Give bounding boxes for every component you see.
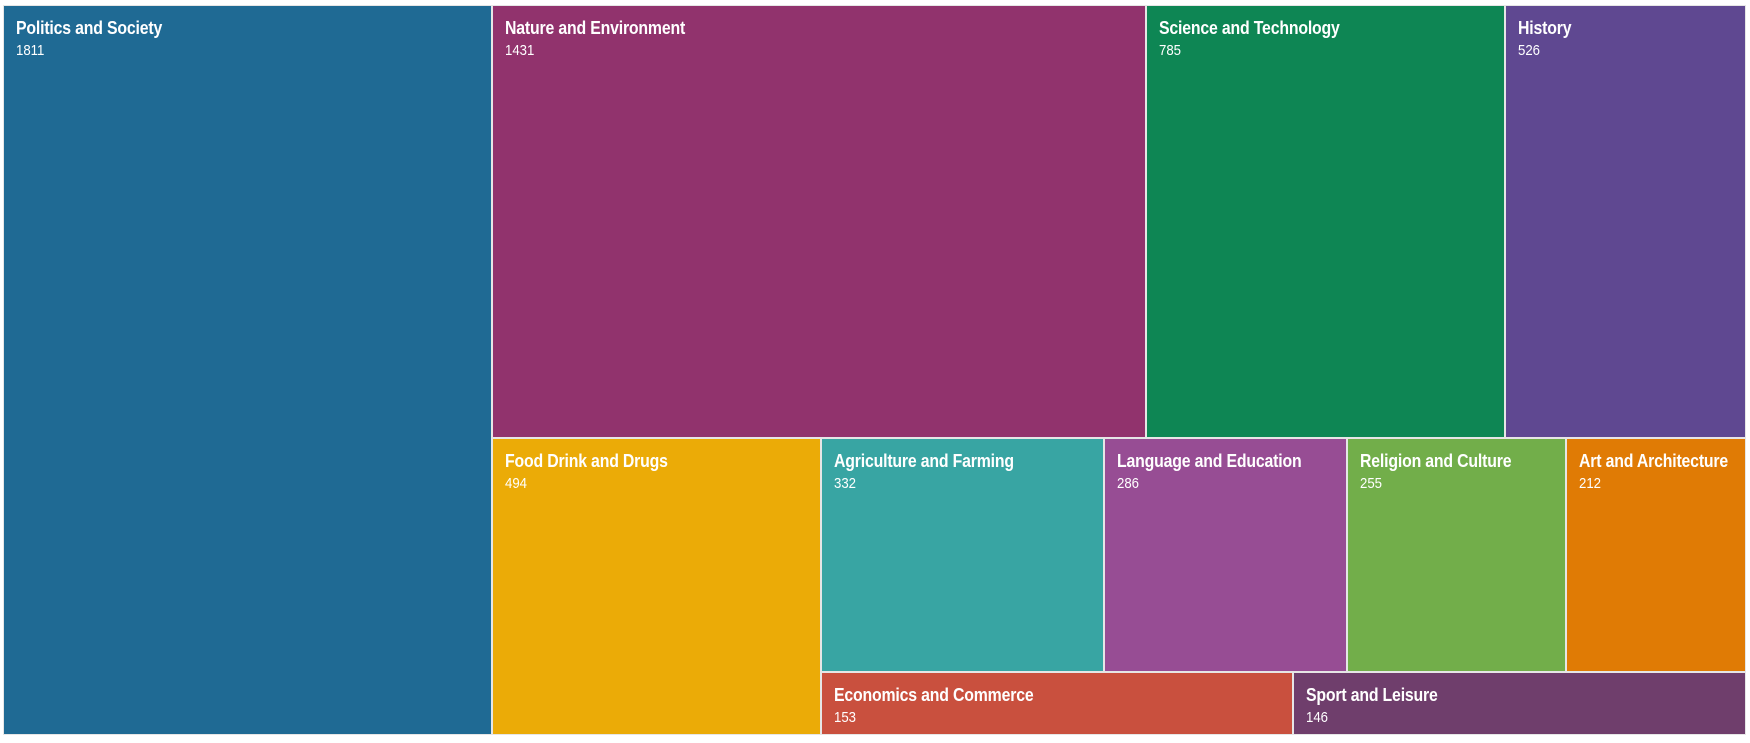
treemap-tile-economics-and-commerce[interactable]: Economics and Commerce 153 — [821, 672, 1293, 735]
tile-label: Language and Education — [1117, 451, 1302, 471]
tile-label: Economics and Commerce — [834, 685, 1034, 705]
treemap-tile-nature-and-environment[interactable]: Nature and Environment 1431 — [492, 5, 1146, 438]
tile-value: 1811 — [16, 42, 45, 59]
treemap-tile-politics-and-society[interactable]: Politics and Society 1811 — [3, 5, 492, 735]
tile-label: Politics and Society — [16, 18, 163, 38]
tile-label: Religion and Culture — [1360, 451, 1512, 471]
tile-value: 494 — [505, 475, 528, 492]
treemap-tile-religion-and-culture[interactable]: Religion and Culture 255 — [1347, 438, 1566, 672]
tile-value: 1431 — [505, 42, 535, 59]
treemap-tile-food-drink-and-drugs[interactable]: Food Drink and Drugs 494 — [492, 438, 821, 735]
tile-value: 286 — [1117, 475, 1140, 492]
treemap-tile-science-and-technology[interactable]: Science and Technology 785 — [1146, 5, 1505, 438]
tile-value: 526 — [1518, 42, 1541, 59]
tile-value: 153 — [834, 709, 857, 726]
tile-value: 332 — [834, 475, 857, 492]
tile-value: 212 — [1579, 475, 1602, 492]
tile-label: Nature and Environment — [505, 18, 686, 38]
treemap-tile-history[interactable]: History 526 — [1505, 5, 1746, 438]
treemap-tile-agriculture-and-farming[interactable]: Agriculture and Farming 332 — [821, 438, 1104, 672]
treemap-tile-language-and-education[interactable]: Language and Education 286 — [1104, 438, 1347, 672]
tile-label: Food Drink and Drugs — [505, 451, 668, 471]
tile-label: Art and Architecture — [1579, 451, 1729, 471]
tile-value: 255 — [1360, 475, 1383, 492]
tile-label: Agriculture and Farming — [834, 451, 1014, 471]
tile-label: History — [1518, 18, 1572, 38]
tile-label: Science and Technology — [1159, 18, 1340, 38]
tile-value: 785 — [1159, 42, 1182, 59]
tile-value: 146 — [1306, 709, 1329, 726]
tile-label: Sport and Leisure — [1306, 685, 1438, 705]
treemap-tile-art-and-architecture[interactable]: Art and Architecture 212 — [1566, 438, 1746, 672]
treemap-tile-sport-and-leisure[interactable]: Sport and Leisure 146 — [1293, 672, 1746, 735]
